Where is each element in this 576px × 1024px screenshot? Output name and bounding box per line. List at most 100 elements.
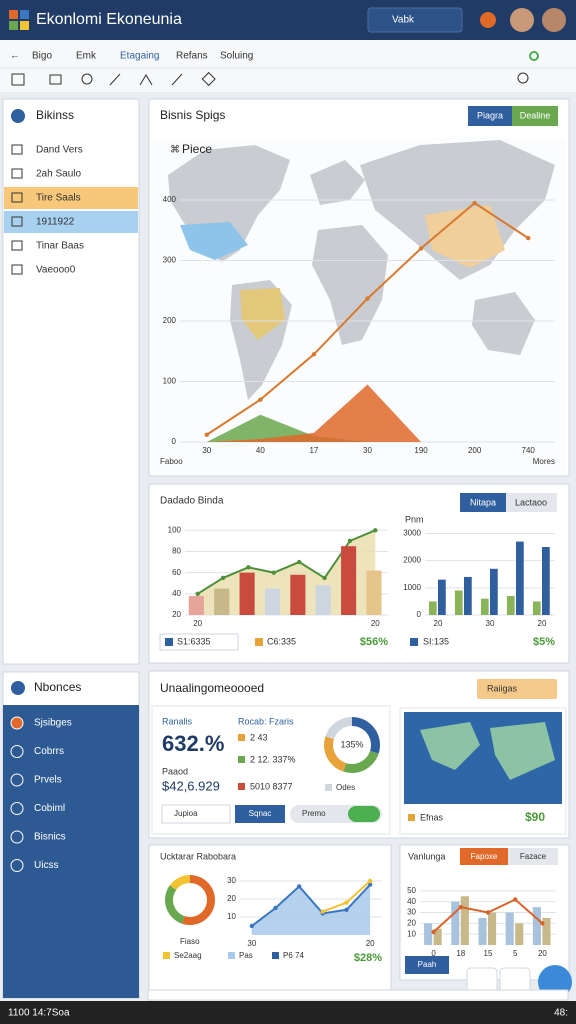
- select[interactable]: [161, 804, 231, 824]
- menu-item[interactable]: Emk: [76, 51, 97, 62]
- tool-icon[interactable]: [201, 71, 216, 87]
- x-tick-label: 20: [538, 619, 547, 628]
- swatch: [238, 756, 245, 763]
- sidebar-item[interactable]: Bisnics: [34, 832, 66, 843]
- item-icon: [11, 240, 23, 251]
- icon[interactable]: [480, 12, 496, 28]
- legend-label: S1:6335: [177, 636, 211, 646]
- search-box[interactable]: [367, 7, 463, 33]
- y-tick-label: 40: [407, 897, 416, 906]
- toggle-knob[interactable]: [348, 806, 380, 822]
- button[interactable]: [508, 848, 558, 865]
- chart-label: Pnm: [405, 514, 424, 524]
- menu-item[interactable]: Etagaing: [120, 51, 159, 62]
- toolbar: [11, 71, 529, 87]
- sidebar-item[interactable]: Uicss: [34, 860, 58, 871]
- dropdown-label: Raiigas: [487, 683, 518, 693]
- item-icon: [10, 745, 24, 758]
- logo: [9, 10, 18, 19]
- bar: [239, 572, 255, 615]
- donut-slice: [352, 717, 380, 754]
- point: [373, 528, 378, 533]
- tool-icon[interactable]: [139, 74, 153, 86]
- y-tick-label: 30: [407, 908, 416, 917]
- sidebar-item[interactable]: Tinar Baas: [36, 241, 84, 252]
- legend-box: [159, 633, 239, 651]
- x-label: Mores: [533, 457, 555, 466]
- y-tick-label: 100: [168, 525, 182, 534]
- tool-icon[interactable]: [517, 72, 529, 84]
- map-value: $90: [525, 810, 545, 824]
- bar: [451, 901, 460, 945]
- map-chart: 0 100 200 300 400 30 40 17 30 190 200 740 Faboo Mores: [160, 195, 555, 466]
- point: [458, 904, 463, 910]
- sidebar-item[interactable]: Cobiml: [34, 803, 65, 814]
- legend-swatch: [255, 638, 263, 646]
- button[interactable]: [512, 106, 558, 126]
- sidebar-item[interactable]: 1911922: [36, 217, 75, 228]
- back[interactable]: ←: [10, 51, 20, 62]
- point: [204, 432, 209, 437]
- control-label: Sqnac: [249, 809, 272, 818]
- point: [431, 929, 436, 935]
- bar: [515, 923, 524, 945]
- legend-label: Pas: [239, 951, 253, 960]
- x-tick-label: 18: [456, 949, 465, 958]
- menu-item[interactable]: Bigo: [32, 51, 52, 62]
- tool-icon[interactable]: [49, 74, 62, 85]
- sidebar-item[interactable]: Tire Saals: [36, 193, 81, 204]
- tool-icon[interactable]: [11, 73, 25, 86]
- sidebar-item[interactable]: Sjsibges: [34, 718, 72, 729]
- swatch: [408, 814, 415, 821]
- bar: [454, 590, 463, 615]
- donut-slice: [182, 875, 215, 925]
- sidebar-item[interactable]: Dand Vers: [36, 145, 83, 156]
- legend-swatch: [410, 638, 418, 646]
- sidebar-item[interactable]: Prvels: [34, 775, 62, 786]
- highlight: [4, 211, 138, 233]
- legend-label: P6 74: [283, 951, 304, 960]
- avatar[interactable]: [542, 8, 566, 32]
- continent: [472, 292, 535, 355]
- y-tick-label: 30: [227, 876, 236, 885]
- value-label: $5%: [533, 636, 555, 648]
- sidebar-item[interactable]: Vaeooo0: [36, 265, 76, 276]
- sidebar-item[interactable]: 2ah Saulo: [36, 169, 81, 180]
- map-label: Piece: [182, 142, 212, 156]
- avatar[interactable]: [510, 8, 534, 32]
- button[interactable]: [235, 805, 285, 823]
- control-label: Jupioa: [174, 809, 198, 818]
- button[interactable]: [506, 493, 557, 512]
- tool-icon[interactable]: [109, 73, 121, 86]
- bar: [341, 546, 357, 615]
- button-label: Fazace: [520, 852, 547, 861]
- point: [344, 900, 349, 905]
- button[interactable]: [460, 848, 508, 865]
- stat: 5010 8377: [250, 781, 293, 791]
- bar: [488, 912, 497, 945]
- button[interactable]: [460, 493, 506, 512]
- continent: [310, 160, 365, 205]
- button[interactable]: [405, 956, 449, 974]
- point: [195, 591, 200, 597]
- logo: [20, 21, 29, 30]
- y-tick-label: 20: [227, 894, 236, 903]
- tool-icon[interactable]: [81, 73, 93, 85]
- panel-title: Bisnis Spigs: [160, 108, 225, 122]
- map-label: ⌘: [170, 145, 180, 156]
- tool-icon[interactable]: [171, 73, 183, 86]
- point: [367, 882, 373, 887]
- button[interactable]: [468, 106, 512, 126]
- dropdown[interactable]: [477, 679, 557, 699]
- sidebar-item[interactable]: Cobrrs: [34, 746, 64, 757]
- x-tick-label: 30: [486, 619, 495, 628]
- menu-item[interactable]: Soluing: [220, 51, 253, 62]
- menu-item[interactable]: Refans: [176, 51, 208, 62]
- bar: [480, 598, 489, 615]
- land: [420, 722, 555, 780]
- x-tick-label: 15: [484, 949, 493, 958]
- x-tick-label: 40: [256, 446, 265, 455]
- chart: 20 40 60 80 100 20 20: [168, 525, 388, 628]
- donut-center: 135%: [340, 739, 363, 749]
